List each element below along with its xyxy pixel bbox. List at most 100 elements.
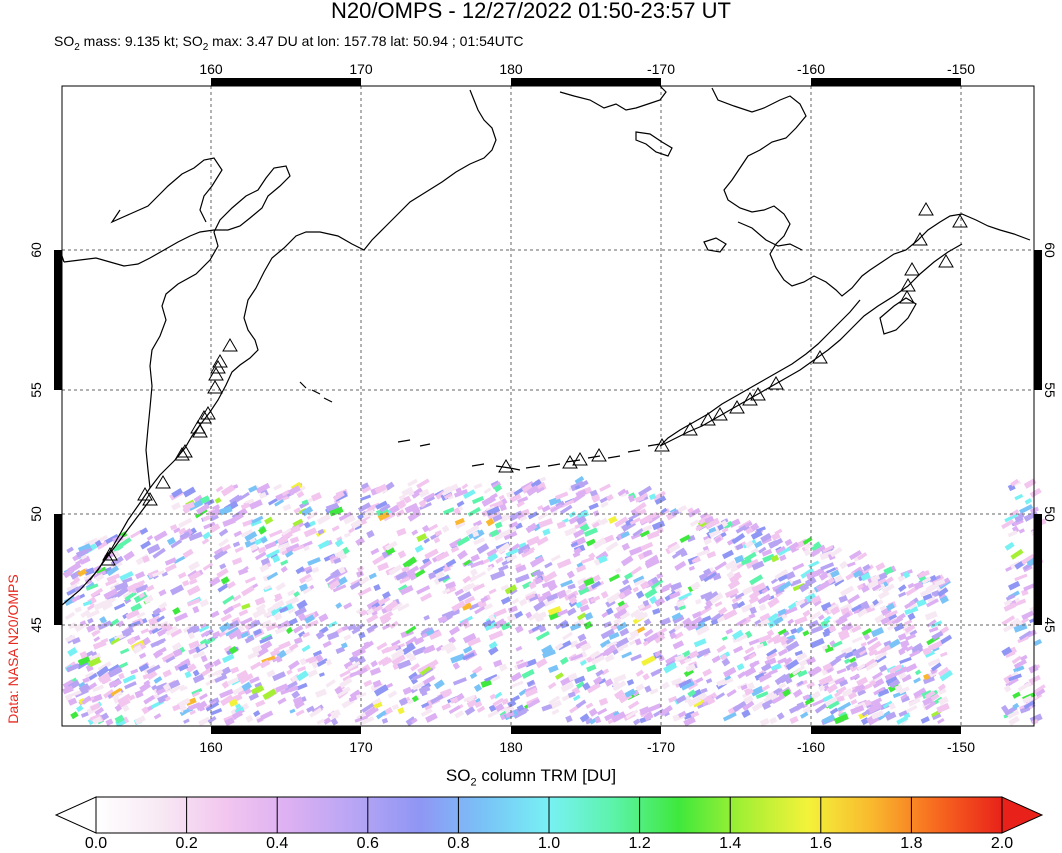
so2-pixel [297, 612, 307, 622]
so2-pixel [743, 687, 754, 696]
so2-pixel [191, 691, 200, 698]
so2-pixel [653, 708, 665, 718]
so2-pixel [527, 511, 539, 520]
so2-pixel [87, 603, 96, 611]
so2-pixel [305, 568, 313, 575]
frame-bar-top [511, 78, 661, 86]
so2-pixel [810, 690, 821, 700]
so2-pixel [565, 715, 573, 723]
so2-pixel [95, 566, 107, 575]
triangle-icon [137, 487, 153, 501]
so2-pixel [590, 595, 601, 603]
so2-pixel [355, 607, 365, 615]
so2-pixel [165, 625, 179, 636]
so2-pixel [357, 667, 368, 676]
so2-pixel [674, 654, 686, 662]
so2-pixel [452, 677, 467, 686]
so2-pixel [936, 702, 950, 714]
so2-pixel [1023, 700, 1036, 710]
so2-pixel [317, 528, 325, 535]
so2-pixel [782, 688, 792, 698]
so2-pixel [599, 483, 611, 492]
so2-pixel [620, 555, 634, 567]
so2-pixel [170, 539, 183, 549]
so2-pixel [201, 538, 210, 545]
so2-pixel [709, 592, 724, 604]
so2-pixel [373, 684, 389, 697]
so2-pixel [924, 700, 937, 711]
so2-pixel [464, 706, 476, 716]
so2-pixel [473, 537, 486, 546]
so2-pixel [768, 668, 778, 676]
so2-pixel [334, 686, 343, 695]
so2-pixel [677, 710, 687, 718]
so2-pixel [114, 704, 123, 712]
so2-pixel [608, 573, 621, 582]
triangle-icon [591, 448, 607, 462]
so2-pixel [138, 663, 150, 673]
so2-pixel [850, 704, 865, 715]
so2-pixel [311, 492, 322, 502]
so2-pixel [658, 705, 673, 717]
so2-pixel [861, 585, 870, 593]
frame-bar-right [1034, 250, 1042, 390]
so2-pixel [285, 626, 294, 634]
so2-pixel [566, 570, 575, 579]
frame-bar-left [54, 250, 62, 390]
so2-pixel [199, 495, 211, 505]
so2-pixel [586, 664, 597, 673]
so2-pixel [209, 708, 223, 716]
so2-pixel [814, 702, 829, 714]
so2-pixel [893, 622, 905, 632]
triangle-icon [900, 278, 916, 292]
so2-pixel [880, 615, 891, 626]
so2-pixel [254, 682, 262, 688]
so2-pixel [182, 579, 190, 587]
so2-pixel [377, 656, 390, 666]
so2-pixel [343, 602, 353, 610]
so2-pixel [778, 580, 792, 592]
triangle-icon [938, 254, 954, 268]
so2-pixel [93, 636, 101, 643]
so2-pixel [288, 642, 299, 651]
so2-pixel [743, 666, 757, 677]
so2-pixel [361, 702, 375, 713]
so2-pixel [213, 547, 224, 555]
so2-pixel [279, 606, 289, 614]
so2-pixel [550, 503, 563, 513]
so2-pixel [841, 688, 853, 698]
so2-pixel [579, 604, 590, 613]
so2-pixel [490, 492, 498, 500]
so2-pixel [107, 666, 123, 678]
so2-pixel [679, 534, 691, 544]
so2-pixel [556, 558, 572, 569]
so2-pixel [214, 669, 224, 676]
so2-pixel [720, 653, 728, 661]
so2-pixel [128, 694, 136, 701]
so2-pixel [1023, 510, 1039, 522]
so2-pixel [213, 548, 228, 561]
so2-pixel [95, 573, 105, 582]
so2-pixel [817, 614, 825, 621]
so2-pixel [78, 656, 91, 666]
so2-pixel [538, 625, 547, 633]
so2-pixel [381, 487, 389, 494]
so2-pixel [234, 546, 244, 553]
so2-pixel [91, 651, 98, 657]
so2-pixel [411, 695, 419, 703]
so2-pixel [241, 681, 252, 692]
so2-pixel [496, 542, 511, 555]
so2-pixel [536, 571, 545, 578]
triangle-icon [729, 400, 745, 414]
so2-pixel [802, 609, 811, 618]
so2-pixel [284, 550, 294, 558]
so2-pixel [939, 669, 953, 682]
triangle-icon [222, 338, 238, 352]
so2-pixel [152, 570, 165, 578]
so2-pixel [425, 712, 438, 723]
so2-pixel [898, 584, 907, 592]
so2-pixel [857, 689, 867, 697]
so2-pixel [588, 707, 598, 717]
so2-pixel [614, 689, 625, 700]
so2-pixel [902, 571, 911, 579]
